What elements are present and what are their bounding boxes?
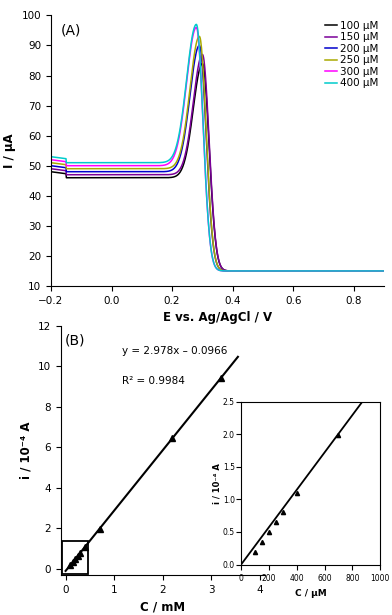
X-axis label: E vs. Ag/AgCl / V: E vs. Ag/AgCl / V xyxy=(163,311,272,324)
X-axis label: C / mM: C / mM xyxy=(140,600,185,613)
Y-axis label: I / μA: I / μA xyxy=(3,133,16,168)
Y-axis label: i / 10⁻⁴ A: i / 10⁻⁴ A xyxy=(212,462,221,504)
Text: R² = 0.9984: R² = 0.9984 xyxy=(122,376,185,386)
X-axis label: C / μM: C / μM xyxy=(295,589,327,598)
Y-axis label: i / 10⁻⁴ A: i / 10⁻⁴ A xyxy=(19,422,32,479)
Text: y = 2.978x – 0.0966: y = 2.978x – 0.0966 xyxy=(122,346,227,356)
Legend: 100 μM, 150 μM, 200 μM, 250 μM, 300 μM, 400 μM: 100 μM, 150 μM, 200 μM, 250 μM, 300 μM, … xyxy=(325,20,379,89)
Text: (B): (B) xyxy=(65,333,85,347)
Text: (A): (A) xyxy=(61,23,81,38)
Bar xyxy=(62,541,89,574)
